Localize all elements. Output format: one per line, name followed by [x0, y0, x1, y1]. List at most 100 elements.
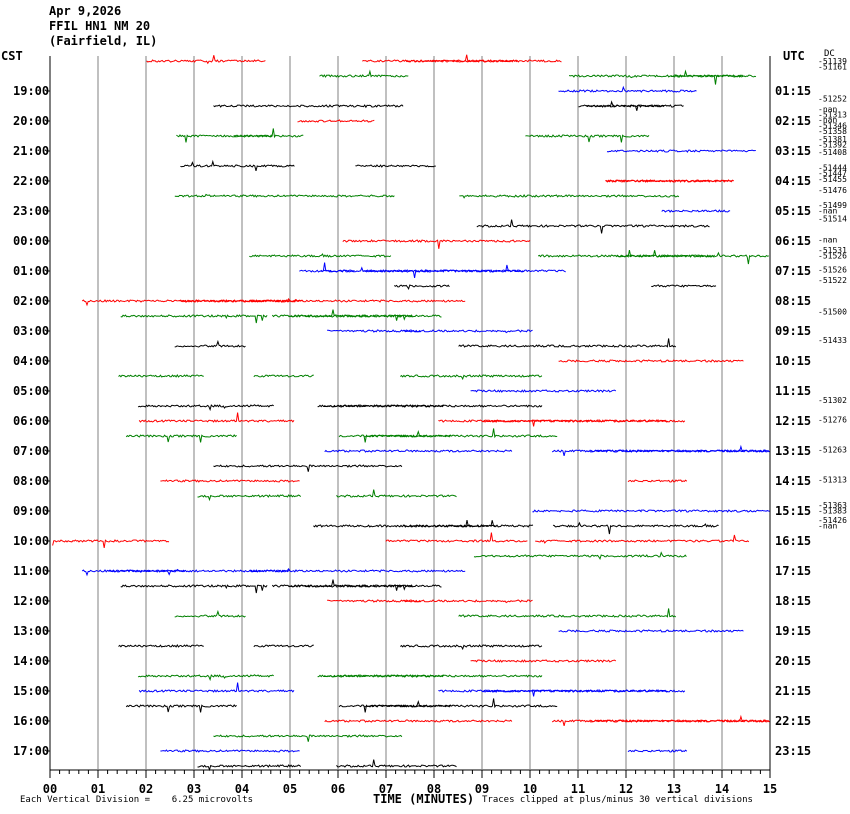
left-hour-label: 08:00: [13, 474, 49, 488]
left-hour-label: 20:00: [13, 114, 49, 128]
x-tick-label: 10: [523, 782, 537, 796]
dc-value: -51392: [818, 140, 847, 149]
right-hour-label: 15:15: [775, 504, 811, 518]
left-hour-label: 00:00: [13, 234, 49, 248]
trace-segment: [213, 104, 404, 109]
dc-value: -51302: [818, 396, 847, 405]
trace-segment: [558, 359, 744, 363]
right-hour-label: 03:15: [775, 144, 811, 158]
trace-segment: [639, 509, 770, 513]
dc-value: -51514: [818, 215, 847, 224]
trace-segment: [288, 579, 413, 591]
x-tick-label: 04: [235, 782, 249, 796]
right-hour-label: 11:15: [775, 384, 811, 398]
trace-segment: [458, 608, 677, 618]
trace-segment: [481, 419, 686, 427]
left-hour-label: 04:00: [13, 354, 49, 368]
trace-segment: [125, 704, 237, 713]
dc-value: -nan: [818, 206, 837, 215]
right-hour-label: 04:15: [775, 174, 811, 188]
right-hour-label: 06:15: [775, 234, 811, 248]
right-hour-label: 14:15: [775, 474, 811, 488]
trace-segment: [197, 764, 302, 772]
trace-segment: [176, 134, 273, 143]
trace-segment: [197, 494, 302, 502]
x-tick-label: 00: [43, 782, 57, 796]
dc-value: -51426: [818, 516, 847, 525]
trace-segment: [213, 464, 403, 472]
trace-segment: [125, 434, 237, 443]
chart-date: Apr 9,2026: [49, 4, 122, 18]
left-hour-label: 07:00: [13, 444, 49, 458]
right-hour-label: 09:15: [775, 324, 811, 338]
dc-header: DC: [824, 49, 835, 59]
trace-segment: [118, 644, 204, 648]
dc-value: -51433: [818, 336, 847, 345]
dc-value: -51408: [818, 148, 847, 157]
x-tick-label: 14: [715, 782, 729, 796]
x-tick-label: 07: [379, 782, 393, 796]
trace-segment: [616, 251, 769, 265]
trace-segment: [137, 674, 274, 682]
x-tick-label: 11: [571, 782, 585, 796]
right-hour-label: 22:15: [775, 714, 811, 728]
x-tick-label: 06: [331, 782, 345, 796]
trace-segment: [403, 329, 533, 334]
trace-segment: [661, 209, 731, 213]
x-tick-label: 08: [427, 782, 441, 796]
trace-segment: [532, 509, 642, 513]
dc-value: -51252: [818, 95, 847, 104]
dc-value: -51476: [818, 186, 847, 195]
left-hour-label: 03:00: [13, 324, 49, 338]
trace-segment: [249, 569, 466, 573]
trace-segment: [476, 219, 710, 234]
dc-value: -51531: [818, 246, 847, 255]
dc-value: -51276: [818, 416, 847, 425]
trace-segment: [393, 284, 450, 290]
trace-segment: [473, 551, 687, 560]
dc-value: -51455: [818, 175, 847, 184]
trace-segment: [52, 539, 170, 548]
left-hour-label: 21:00: [13, 144, 49, 158]
trace-segment: [355, 164, 436, 168]
left-hour-label: 02:00: [13, 294, 49, 308]
trace-segment: [363, 698, 558, 713]
left-hour-label: 12:00: [13, 594, 49, 608]
trace-segment: [651, 284, 717, 288]
left-hour-label: 06:00: [13, 414, 49, 428]
trace-segment: [120, 584, 268, 594]
dc-value: -51381: [818, 135, 847, 144]
trace-segment: [627, 479, 688, 483]
chart-station: FFIL HN1 NM 20: [49, 19, 151, 33]
trace-segment: [137, 404, 274, 412]
trace-segment: [525, 134, 650, 143]
trace-segment: [459, 194, 680, 199]
trace-segment: [323, 674, 445, 678]
dc-value: -nan: [818, 236, 837, 245]
trace-segment: [558, 629, 744, 633]
left-hour-label: 15:00: [13, 684, 49, 698]
trace-segment: [605, 179, 735, 183]
dc-value: -51522: [818, 276, 847, 285]
trace-segment: [146, 55, 266, 65]
dc-value: -51444: [818, 164, 847, 173]
chart-location: (Fairfield, IL): [49, 34, 158, 48]
left-hour-label: 23:00: [13, 204, 49, 218]
trace-segment: [568, 69, 744, 85]
trace-segment: [403, 599, 533, 604]
left-hour-label: 14:00: [13, 654, 49, 668]
trace-segment: [324, 719, 513, 723]
trace-segment: [213, 734, 403, 742]
x-tick-label: 15: [763, 782, 777, 796]
trace-segment: [551, 449, 770, 457]
dc-value: -51526: [818, 266, 847, 275]
dc-value: -51363: [818, 501, 847, 510]
trace-segment: [481, 689, 686, 697]
clip-note: Traces clipped at plus/minus 30 vertical…: [482, 795, 753, 805]
trace-segment: [400, 374, 543, 381]
x-tick-label: 09: [475, 782, 489, 796]
right-hour-label: 13:15: [775, 444, 811, 458]
trace-segment: [320, 262, 525, 278]
x-tick-label: 05: [283, 782, 297, 796]
